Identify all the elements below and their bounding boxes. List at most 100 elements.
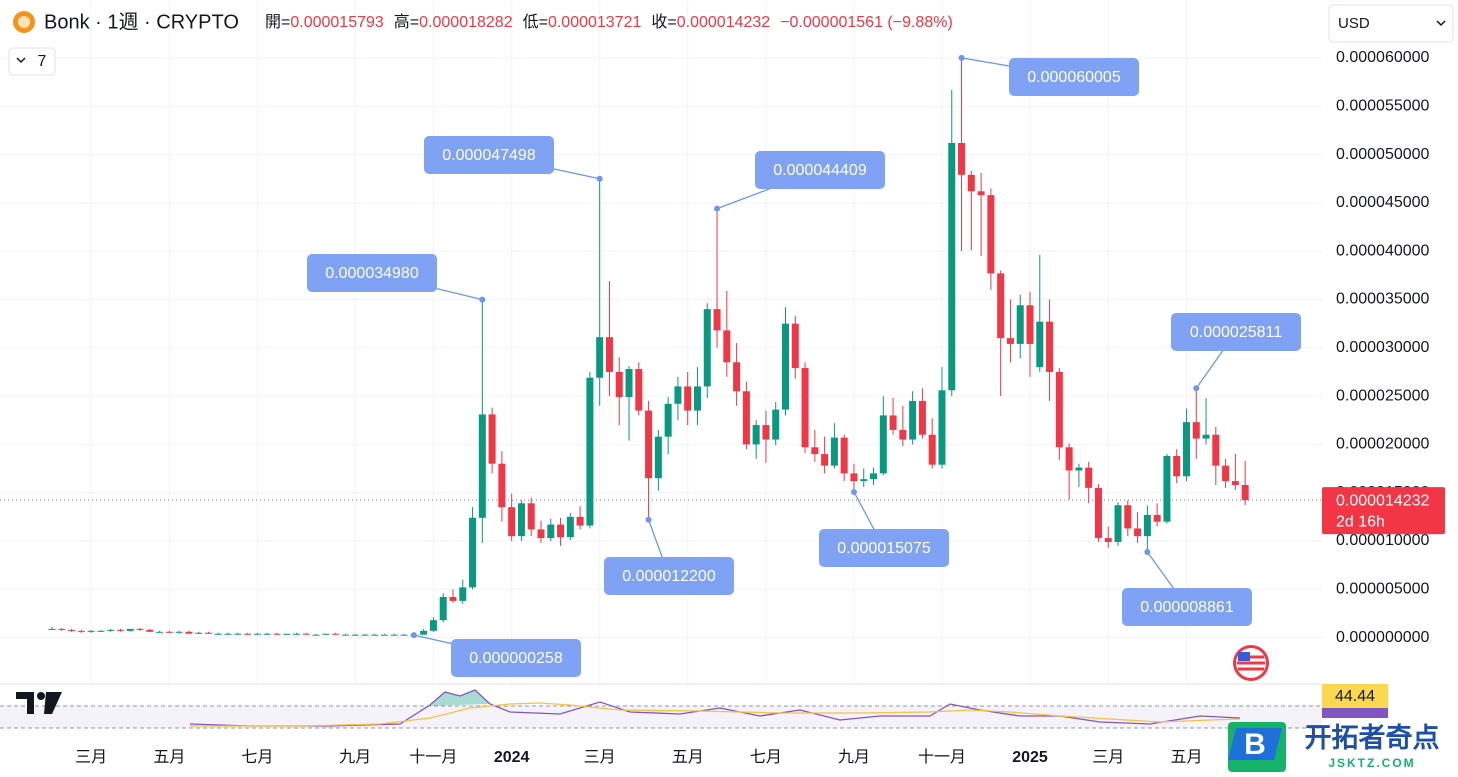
annotation-dot — [410, 632, 417, 639]
ohlc-label: 收= — [651, 13, 676, 31]
candle-body — [840, 437, 848, 474]
candle-body — [1006, 338, 1014, 344]
candle-body — [498, 463, 506, 508]
symbol-title: Bonk · 1週 · CRYPTO — [44, 10, 239, 33]
rsi-overbought — [430, 690, 490, 706]
x-tick-label: 十一月 — [409, 748, 457, 766]
x-tick-label: 七月 — [241, 748, 273, 766]
currency-select[interactable] — [1328, 4, 1454, 43]
candle-body — [791, 323, 799, 369]
candle-body — [175, 631, 183, 633]
x-tick-label: 三月 — [584, 749, 616, 766]
candle-body — [87, 630, 95, 632]
candle-body — [449, 597, 457, 601]
annotation-dot — [645, 516, 652, 523]
annotation-box — [1009, 58, 1139, 96]
annotation-box — [307, 254, 437, 292]
candle-body — [283, 633, 291, 635]
candle-body — [1124, 505, 1132, 529]
candle-body — [1182, 422, 1190, 477]
chevron — [16, 57, 26, 64]
indicator-toggle[interactable] — [8, 47, 56, 76]
currency-label: USD — [1338, 15, 1370, 32]
candle-body — [361, 634, 369, 636]
candle-body — [1046, 321, 1054, 372]
annotation-box — [1171, 313, 1301, 351]
candle-body — [1143, 514, 1151, 537]
candle-body — [429, 620, 437, 631]
candle-body — [107, 629, 115, 631]
y-tick-label: 0.000005000 — [1336, 581, 1430, 598]
candle-body — [918, 400, 926, 435]
annotation-box — [755, 151, 885, 189]
ohlc-value: 0.000013721 — [548, 14, 642, 31]
candle-body — [1222, 465, 1230, 482]
candle-body — [126, 628, 134, 631]
ohlc-label: 高= — [394, 13, 419, 31]
x-tick-label: 九月 — [339, 748, 371, 766]
x-tick-label: 十一月 — [918, 748, 966, 766]
indicator-count: 7 — [38, 53, 47, 70]
candle-body — [909, 400, 917, 440]
candle-body — [811, 447, 819, 455]
candle-body — [1231, 481, 1239, 486]
candle-body — [1212, 434, 1220, 466]
svg-text:B: B — [1244, 728, 1266, 761]
candle-body — [752, 425, 760, 445]
candle-body — [566, 516, 574, 538]
y-tick-label: 0.000035000 — [1336, 291, 1430, 308]
candle-body — [576, 516, 584, 526]
candle-body — [723, 330, 731, 363]
candle-body — [772, 409, 780, 440]
x-tick-label: 五月 — [153, 749, 185, 766]
candle-body — [664, 403, 672, 437]
annotation-box — [451, 639, 581, 677]
annotation-dot — [596, 175, 603, 182]
candle-body — [1085, 467, 1093, 488]
candle-body — [1114, 505, 1122, 542]
x-tick-label: 2025 — [1012, 749, 1048, 766]
candle-body — [400, 634, 408, 636]
x-tick-label: 三月 — [75, 749, 107, 766]
currency-flag — [1233, 645, 1269, 681]
candle-body — [48, 628, 56, 630]
candle-body — [302, 633, 310, 635]
candle-body — [987, 195, 995, 274]
annotation-dot — [1144, 548, 1151, 555]
symbol-logo-inner — [18, 16, 30, 28]
annotation-box — [424, 136, 554, 174]
candle-body — [586, 377, 594, 526]
y-tick-label: 0.000030000 — [1336, 339, 1430, 356]
watermark-site: JSKTZ.COM — [1328, 756, 1415, 770]
candle-body — [469, 517, 477, 588]
candle-body — [1241, 485, 1249, 501]
candle-body — [938, 390, 946, 465]
candle-body — [1075, 467, 1083, 471]
candle-body — [635, 369, 643, 411]
candle-body — [1036, 321, 1044, 368]
candle-body — [645, 410, 653, 479]
last-price-box — [1322, 487, 1445, 535]
annotation-dot — [714, 205, 721, 212]
candle-body — [77, 630, 85, 632]
candle-body — [1202, 434, 1210, 439]
x-tick-label: 九月 — [838, 748, 870, 766]
annotation-dot — [1193, 385, 1200, 392]
y-tick-label: 0.000000000 — [1336, 629, 1430, 646]
candle-body — [293, 633, 300, 635]
watermark: B — [1228, 722, 1286, 772]
candle-body — [527, 503, 535, 530]
candle-body — [224, 633, 232, 635]
candle-body — [214, 633, 222, 635]
candle-body — [742, 391, 750, 445]
ohlc-value: 0.000014232 — [677, 14, 771, 31]
candle-body — [420, 630, 428, 635]
candle-body — [341, 634, 349, 636]
candle-body — [997, 273, 1005, 339]
candle-body — [390, 634, 398, 636]
annotation-dot — [958, 54, 965, 61]
y-tick-label: 0.000055000 — [1336, 97, 1430, 114]
candle-body — [478, 414, 486, 518]
candle-body — [693, 386, 701, 411]
candle-body — [674, 386, 682, 404]
